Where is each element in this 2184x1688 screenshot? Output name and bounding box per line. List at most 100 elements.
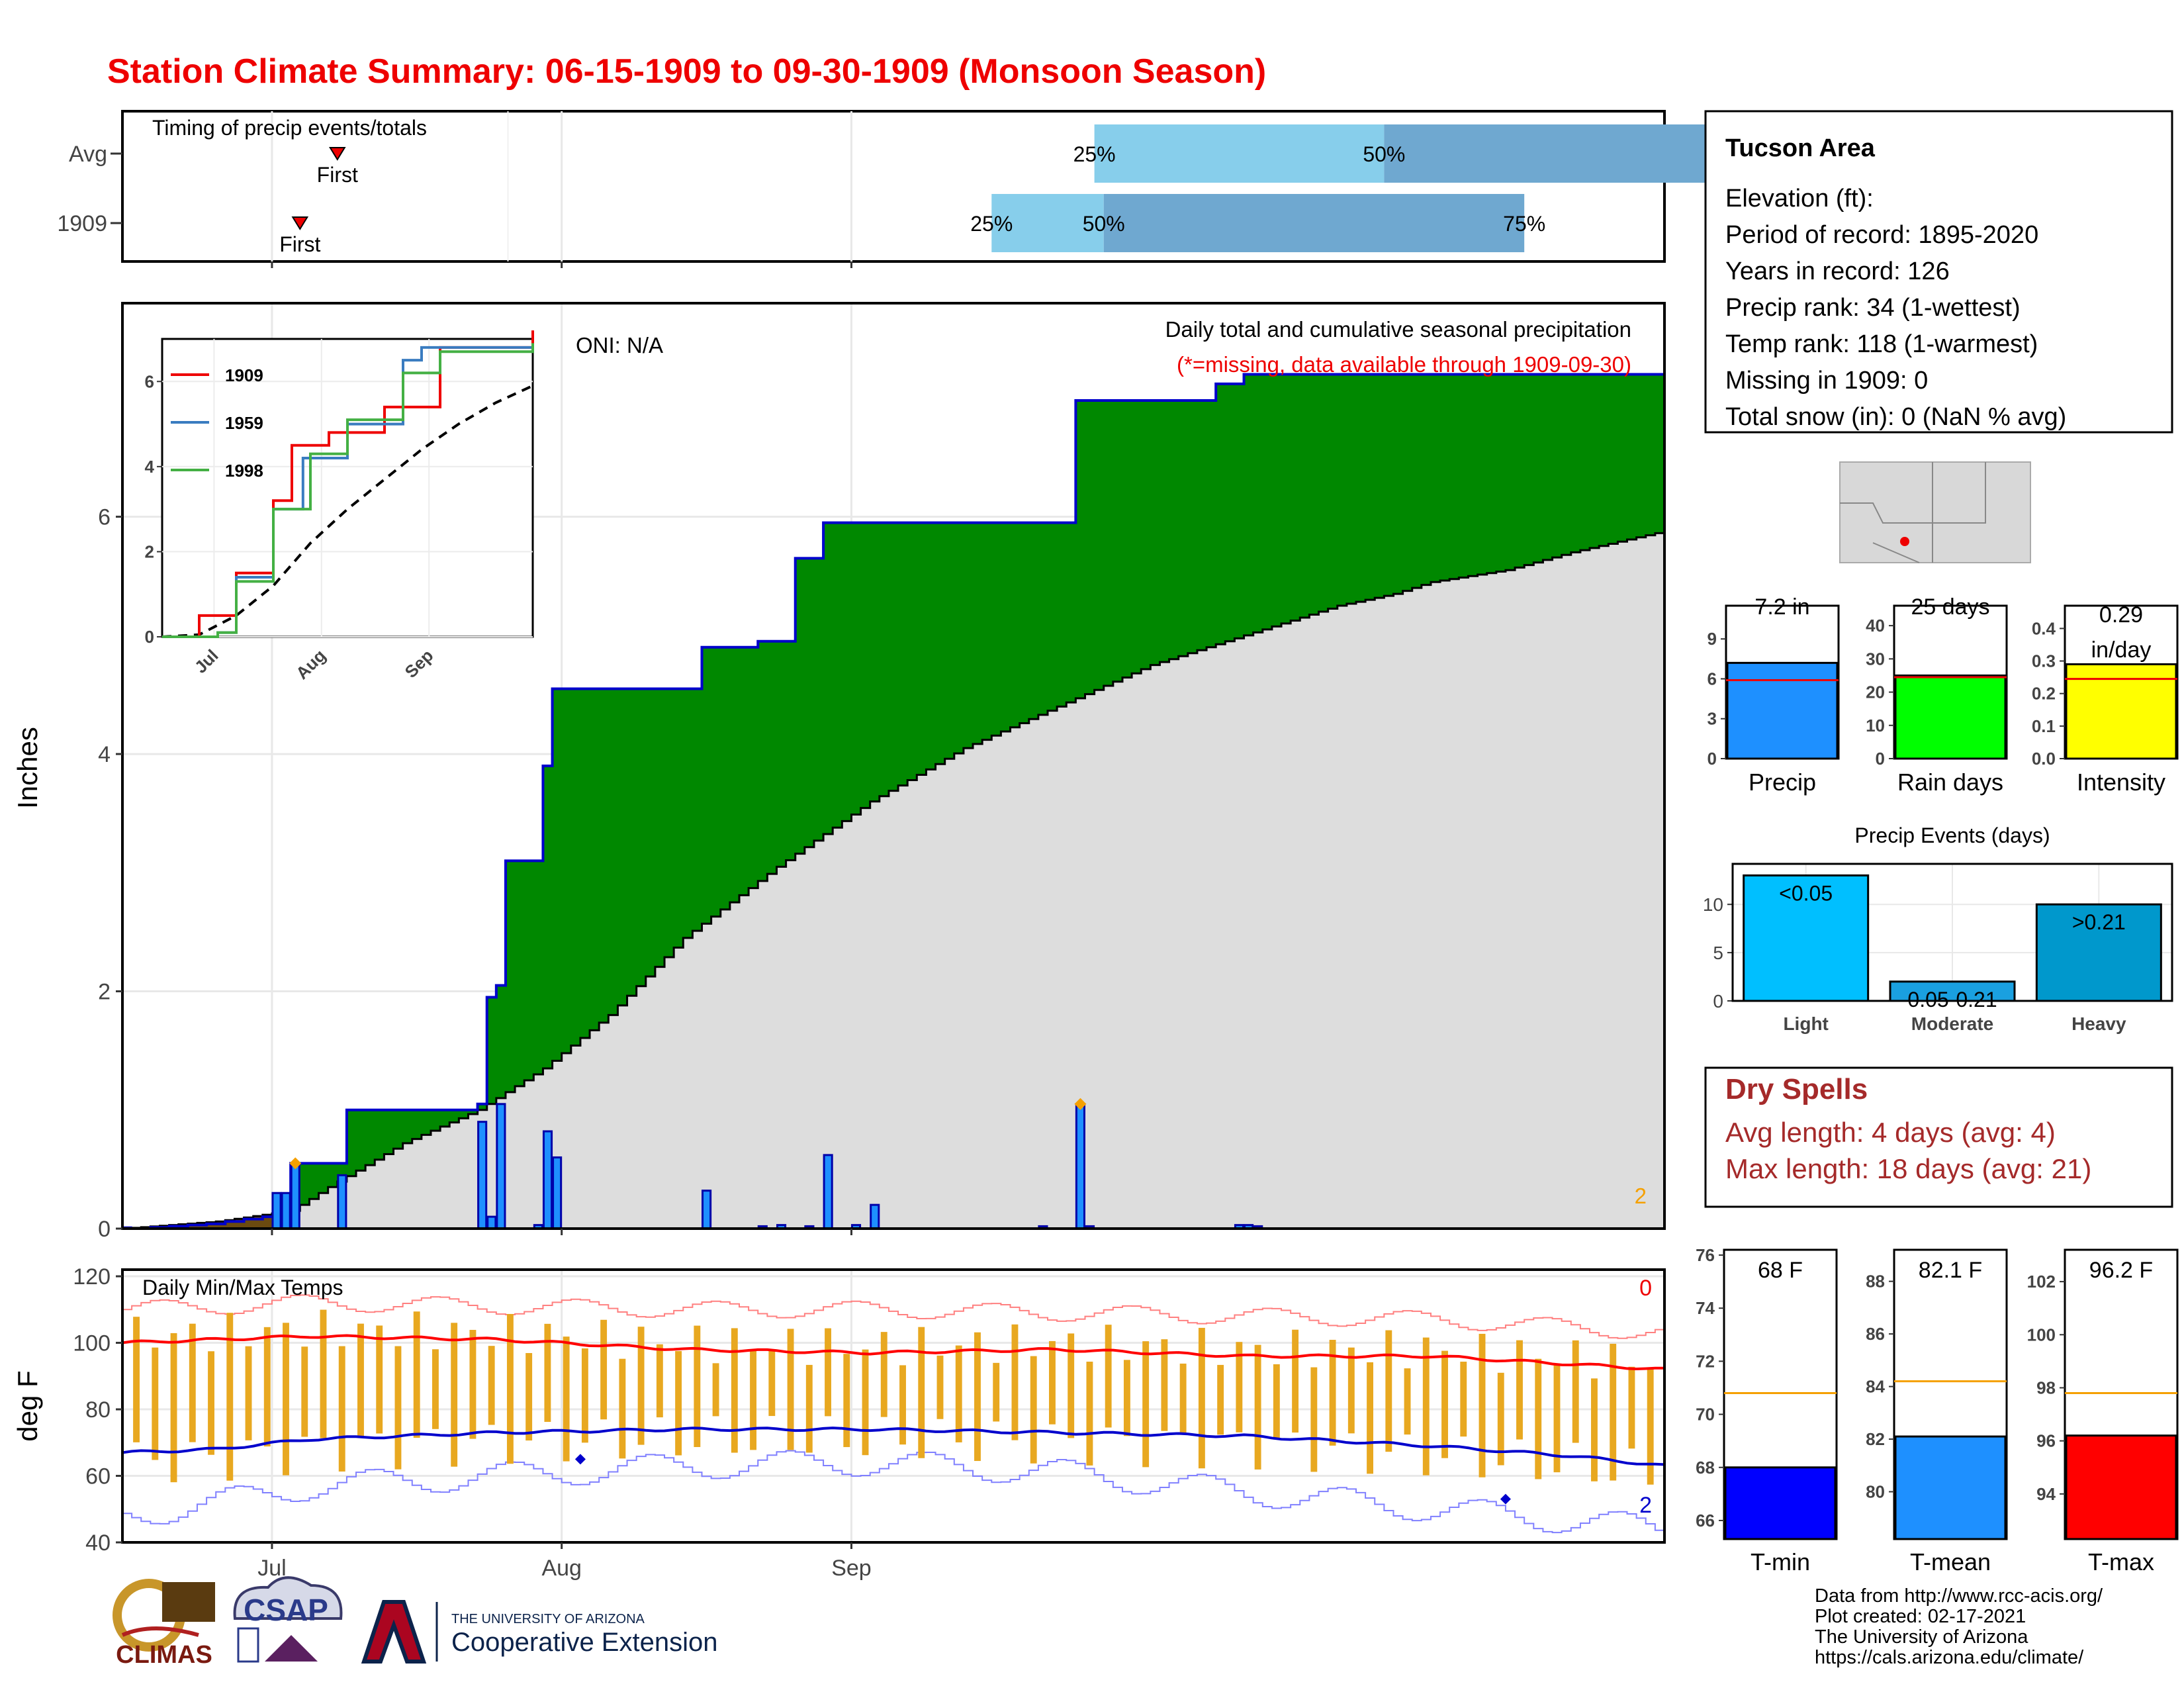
daily-temp-bar [1572,1340,1579,1443]
tempbar-bar [1724,1466,1837,1540]
daily-temp-bar [993,1362,1000,1422]
daily-temp-bar [544,1323,551,1422]
daily-temp-bar [974,1332,981,1462]
precip-y-tick-label: 4 [98,742,111,767]
events-bar [1743,874,1870,1002]
daily-temp-bar [1347,1347,1355,1434]
intensity-tick-label: 0.1 [2032,716,2056,736]
daily-temp-bar [1441,1350,1448,1458]
daily-temp-bar [1310,1367,1318,1472]
csap-logo-bars [237,1627,259,1663]
daily-temp-bar [1292,1329,1299,1433]
raindays-value-label: 25 days [1911,594,1989,620]
precip-tick-label: 3 [1707,709,1717,729]
temp-panel: 40 60 80 100 120 Jul Aug Sep Daily Min/Max Temps… [12,1264,1666,1581]
daily-temp-bar [320,1309,327,1438]
precip-label: Precip [1749,769,1816,796]
temp-y-tick-label: 80 [85,1397,111,1423]
events-category-label: Heavy [2071,1013,2126,1034]
csap-logo-text: CSAP [244,1593,328,1627]
daily-temp-bar [208,1351,214,1455]
daily-temp-bar [656,1344,663,1418]
intensity-tick-label: 0.2 [2032,684,2056,704]
info-line: Period of record: 1895-2020 [1725,221,2038,249]
daily-temp-bar [1329,1340,1336,1446]
daily-precip-bar [702,1190,712,1230]
events-bar-label: <0.05 [1779,881,1833,905]
inset-y-tick-label: 2 [145,541,154,561]
tempbar-tick-label: 72 [1696,1351,1715,1371]
daily-precip-bar [477,1121,488,1230]
timing-bar-50-75 [1103,194,1525,252]
precip-tick-label: 6 [1707,669,1717,688]
daily-temp-bar [338,1346,345,1472]
daily-temp-bar [1161,1339,1168,1431]
tempbar-tick-label: 96 [2036,1431,2056,1451]
tempbar-bar [2065,1434,2177,1540]
raindays-tick-label: 30 [1866,649,1885,669]
ua-logo-line2: Cooperative Extension [451,1628,717,1657]
record-marker [1074,1098,1087,1110]
intensity-value-label: 0.29 [2099,602,2143,628]
daily-temp-bar [451,1323,458,1467]
daily-temp-bar [1479,1333,1486,1477]
daily-temp-bar [357,1323,364,1437]
dry-spells-avg: Avg length: 4 days (avg: 4) [1725,1117,2056,1148]
precip-annotation-title: Daily total and cumulative seasonal prec… [1165,317,1631,342]
timing-bar-25-50 [1094,124,1385,183]
temp-frame [121,1268,1666,1544]
daily-temp-bar [1385,1330,1392,1452]
daily-temp-bar [133,1317,140,1442]
daily-temp-bar [1422,1337,1430,1476]
daily-precip-bar [271,1192,282,1230]
tempbar-tick-label: 80 [1866,1481,1885,1501]
daily-temp-bar [1086,1362,1093,1466]
events-tick-label: 5 [1713,943,1723,963]
inset-legend-label: 1959 [225,413,263,433]
info-line: Elevation (ft): [1725,185,1874,212]
temp-y-label: deg F [12,1370,43,1441]
daily-temp-bar [506,1313,514,1464]
info-line: Temp rank: 118 (1-warmest) [1725,330,2038,358]
daily-temp-bar [1011,1324,1019,1440]
temp-y-tick-label: 120 [73,1264,111,1289]
tempbar-tick-label: 100 [2027,1325,2056,1344]
timing-bar-25-50 [991,194,1104,252]
dry-spells-max: Max length: 18 days (avg: 21) [1725,1153,2091,1184]
tempbar-tick-label: 70 [1696,1405,1715,1425]
daily-precip-bar [870,1203,880,1230]
info-title: Tucson Area [1725,134,1876,162]
tempbar-value-label: 68 F [1758,1258,1803,1283]
daily-temp-bar [1254,1344,1261,1470]
map-borders [1840,462,1986,563]
x-axis-tick-label: Aug [541,1556,582,1581]
daily-precip-bar [823,1154,833,1230]
daily-temp-bar [226,1313,234,1481]
footer: Data from http://www.rcc-acis.org/Plot c… [113,1576,2103,1669]
events-bar-label: 0.05-0.21 [1907,988,1997,1011]
daily-temp-bar [1198,1327,1205,1469]
daily-temp-bar [1105,1325,1112,1428]
tempbar-tick-label: 82 [1866,1429,1885,1449]
daily-temp-bar [563,1336,570,1462]
page-title: Station Climate Summary: 06-15-1909 to 0… [107,52,1266,91]
tempbar-label: T-max [2088,1548,2154,1575]
daily-temp-bar [152,1347,159,1460]
daily-precip-bar [337,1174,347,1230]
inset-series-line [162,330,534,638]
raindays-label: Rain days [1897,769,2003,796]
intensity-tick-label: 0.0 [2032,749,2056,769]
daily-temp-bar [862,1349,869,1456]
daily-temp-bar [880,1332,887,1417]
events-frame [1731,863,2173,1002]
daily-temp-bar [1535,1358,1542,1479]
footer-line: https://cals.arizona.edu/climate/ [1815,1647,2084,1668]
daily-temp-bar [189,1323,196,1442]
daily-temp-bar [843,1354,850,1448]
daily-temp-bar [488,1346,495,1425]
precip-missing-count: 2 [1635,1184,1647,1208]
dry-spells-title: Dry Spells [1725,1073,1868,1105]
tempbar-bar [1894,1435,2007,1540]
daily-precip-bar [1075,1103,1085,1230]
daily-precip-bar [552,1156,563,1230]
